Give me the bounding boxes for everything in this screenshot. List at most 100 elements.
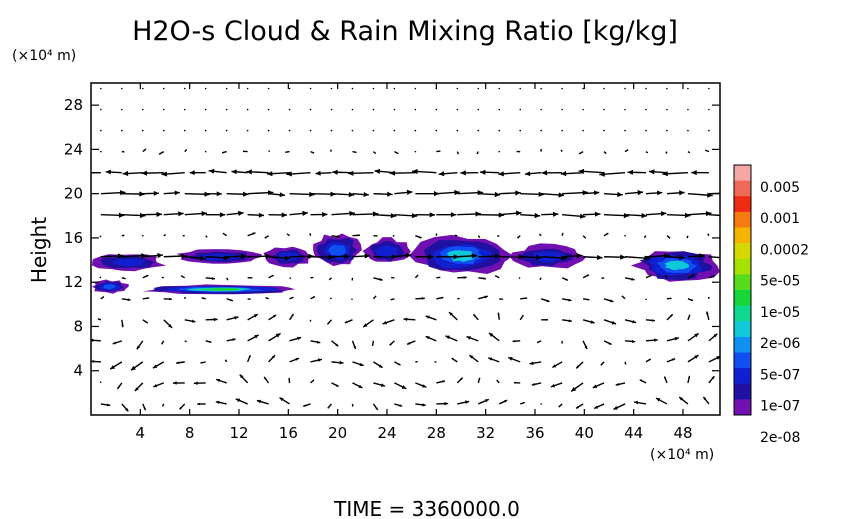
wind-vector-head bbox=[674, 337, 679, 341]
wind-vector-head bbox=[707, 192, 713, 198]
wind-vector bbox=[204, 87, 207, 90]
wind-vector-head bbox=[425, 336, 430, 340]
wind-vector-head bbox=[445, 335, 450, 340]
wind-vector-head bbox=[653, 338, 658, 342]
wind-vector-head bbox=[444, 401, 449, 406]
x-axis: 4 8 12 16 20 24 28 32 36 40 44 48 bbox=[136, 83, 693, 442]
cloud-contour bbox=[328, 244, 347, 256]
wind-vector-head bbox=[608, 342, 612, 345]
wind-vector-head bbox=[184, 297, 186, 298]
wind-vector-head bbox=[688, 314, 690, 317]
wind-vector bbox=[561, 108, 563, 111]
wind-vector-head bbox=[537, 341, 539, 343]
wind-vector-head bbox=[387, 191, 393, 197]
wind-vector-head bbox=[303, 404, 306, 407]
wind-vector-head bbox=[349, 210, 355, 217]
wind-vector-head bbox=[181, 275, 183, 277]
wind-vector-head bbox=[191, 319, 196, 323]
wind-vector-head bbox=[712, 275, 715, 278]
wind-vector-head bbox=[454, 235, 456, 236]
cloud-field bbox=[92, 233, 720, 295]
wind-vector-head bbox=[606, 233, 609, 235]
wind-vector-head bbox=[375, 407, 378, 410]
wind-vector-head bbox=[679, 397, 683, 401]
wind-vector-head bbox=[110, 365, 115, 370]
wind-vector-head bbox=[632, 320, 637, 324]
wind-vector bbox=[582, 108, 584, 111]
wind-vector-head bbox=[639, 379, 643, 382]
wind-vector bbox=[708, 213, 720, 217]
wind-vector-head bbox=[269, 150, 270, 152]
wind-vector bbox=[687, 87, 689, 90]
wind-vector-head bbox=[597, 254, 603, 261]
wind-vector-head bbox=[599, 171, 605, 177]
wind-vector-head bbox=[429, 212, 436, 218]
wind-vector-head bbox=[227, 279, 228, 281]
wind-vector-head bbox=[376, 235, 378, 237]
wind-vector-head bbox=[353, 346, 356, 349]
wind-vector-head bbox=[657, 190, 663, 196]
wind-vector-head bbox=[197, 402, 200, 406]
wind-vector-head bbox=[348, 192, 355, 198]
wind-vector-head bbox=[621, 295, 624, 298]
wind-vector-head bbox=[359, 362, 364, 367]
wind-vector bbox=[309, 108, 312, 111]
wind-vector-head bbox=[586, 274, 589, 277]
wind-vector bbox=[645, 129, 647, 132]
x-tick-label: 16 bbox=[279, 424, 298, 442]
wind-vector-head bbox=[479, 236, 480, 238]
wind-vector-head bbox=[390, 298, 392, 300]
wind-vector-head bbox=[484, 295, 488, 299]
wind-vector-head bbox=[631, 277, 635, 281]
wind-vector-head bbox=[590, 320, 595, 324]
wind-vector-head bbox=[637, 190, 644, 196]
wind-vector-head bbox=[121, 324, 124, 328]
wind-vector-head bbox=[178, 211, 184, 217]
wind-vector bbox=[183, 108, 186, 111]
wind-vector-head bbox=[463, 276, 467, 279]
wind-vector-head bbox=[508, 357, 513, 361]
wind-vector bbox=[330, 87, 333, 90]
wind-vector bbox=[142, 129, 144, 132]
wind-vector bbox=[603, 129, 605, 132]
wind-vector-head bbox=[626, 149, 629, 151]
wind-vector-head bbox=[469, 355, 474, 359]
wind-vector-head bbox=[144, 148, 146, 151]
wind-vector bbox=[162, 108, 165, 111]
wind-vector-head bbox=[238, 210, 244, 216]
wind-vector bbox=[666, 87, 668, 90]
colorbar-swatch bbox=[734, 383, 751, 400]
wind-vector-head bbox=[246, 169, 252, 175]
wind-vector bbox=[498, 129, 501, 132]
cloud-contour bbox=[102, 284, 117, 290]
wind-vector-head bbox=[254, 334, 259, 339]
wind-vector-head bbox=[209, 341, 212, 343]
wind-vector-head bbox=[225, 359, 227, 361]
wind-vector-head bbox=[553, 211, 559, 217]
wind-vector-head bbox=[161, 171, 168, 177]
wind-vector-head bbox=[344, 253, 350, 259]
wind-vector-head bbox=[285, 151, 287, 153]
wind-vector-head bbox=[316, 340, 321, 344]
wind-vector-head bbox=[182, 235, 184, 237]
colorbar-swatch bbox=[734, 180, 751, 197]
wind-vector-head bbox=[501, 298, 503, 300]
wind-vector-head bbox=[315, 170, 321, 176]
wind-vector-head bbox=[531, 382, 536, 386]
wind-vector-head bbox=[401, 385, 407, 389]
wind-vector bbox=[183, 87, 186, 90]
wind-vector-head bbox=[328, 254, 334, 260]
wind-vector bbox=[121, 87, 123, 90]
wind-vector-head bbox=[130, 365, 136, 371]
wind-vector bbox=[519, 108, 521, 111]
wind-vector bbox=[687, 108, 689, 111]
wind-vector-head bbox=[219, 212, 226, 218]
wind-vector bbox=[624, 129, 626, 132]
wind-vector-head bbox=[258, 212, 264, 218]
wind-vector-head bbox=[422, 403, 426, 407]
wind-vector-head bbox=[610, 299, 614, 303]
wind-vector-head bbox=[317, 358, 322, 362]
wind-vector-head bbox=[230, 299, 233, 302]
wind-vector bbox=[582, 129, 584, 132]
wind-vector-head bbox=[380, 383, 386, 387]
